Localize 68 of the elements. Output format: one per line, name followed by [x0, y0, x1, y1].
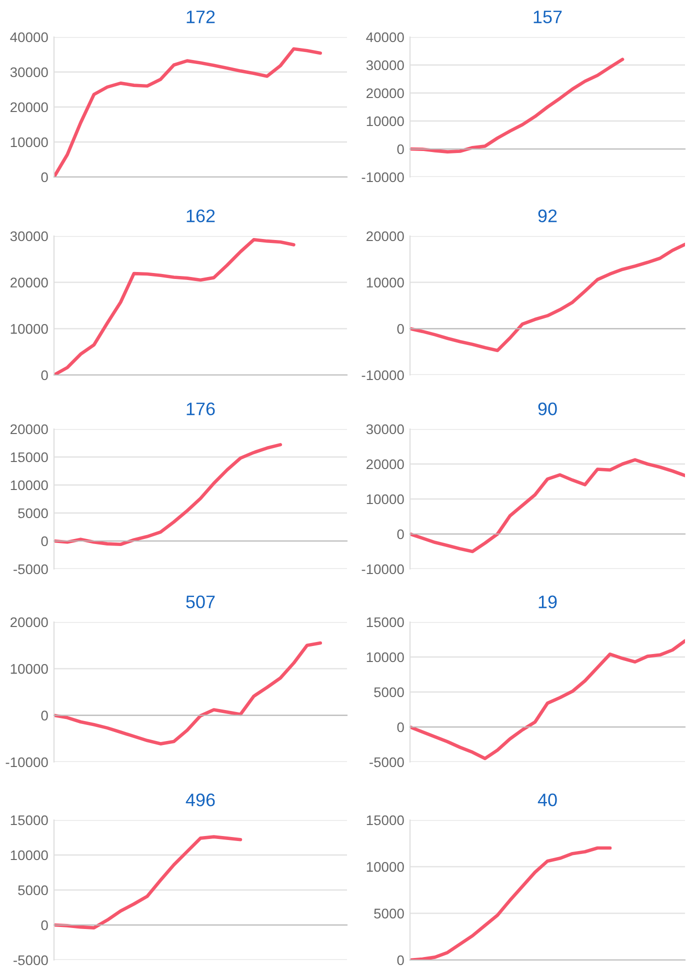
- y-tick-label: 0: [397, 529, 404, 540]
- chart-title: 172: [186, 10, 215, 24]
- y-tick-label: 10000: [366, 116, 404, 126]
- y-tick-label: 5000: [18, 885, 48, 896]
- y-tick-label: 0: [397, 722, 404, 732]
- line-series: [410, 242, 685, 352]
- y-tick-label: 0: [41, 920, 48, 930]
- y-tick-label: 20000: [10, 424, 48, 434]
- y-tick-label: 15000: [366, 815, 404, 826]
- y-tick-label: 10000: [366, 278, 404, 288]
- line-series: [54, 641, 322, 746]
- y-tick-label: 0: [41, 536, 48, 546]
- y-tick-label: 10000: [366, 862, 404, 872]
- y-tick-label: 5000: [18, 508, 48, 518]
- y-tick-label: 0: [41, 370, 48, 380]
- chart-title: 162: [186, 210, 215, 222]
- y-tick-label: 0: [41, 710, 48, 721]
- chart-title: 507: [186, 596, 215, 608]
- line-series: [54, 238, 296, 375]
- chart-title: 90: [538, 402, 557, 416]
- y-tick-label: 10000: [10, 850, 48, 860]
- y-tick-label: 10000: [366, 652, 404, 662]
- y-tick-label: 5000: [374, 908, 404, 919]
- chart-title: 176: [186, 402, 215, 416]
- y-tick-label: 15000: [10, 815, 48, 826]
- y-tick-label: -5000: [14, 564, 48, 574]
- y-tick-label: 20000: [366, 88, 404, 98]
- y-tick-label: 10000: [10, 480, 48, 490]
- y-tick-label: -10000: [362, 172, 404, 182]
- y-tick-label: 10000: [10, 137, 48, 148]
- y-tick-label: 0: [397, 144, 404, 154]
- y-tick-label: 15000: [10, 452, 48, 462]
- y-tick-label: -5000: [14, 955, 48, 966]
- y-tick-label: 40000: [10, 32, 48, 42]
- chart-title: 19: [538, 596, 557, 608]
- chart-title: 496: [186, 794, 215, 806]
- y-tick-label: 40000: [366, 32, 404, 42]
- y-tick-label: 0: [397, 955, 404, 966]
- y-tick-label: 20000: [366, 231, 404, 242]
- y-tick-label: 20000: [10, 278, 48, 288]
- y-tick-label: 20000: [10, 102, 48, 112]
- y-tick-label: 0: [41, 172, 48, 182]
- y-tick-label: 20000: [366, 459, 404, 470]
- line-series: [54, 835, 242, 930]
- line-series: [54, 443, 282, 546]
- y-tick-label: -10000: [362, 370, 404, 380]
- chart-title: 157: [534, 10, 562, 24]
- chart-title: 40: [538, 794, 557, 806]
- y-tick-label: 10000: [366, 494, 404, 504]
- y-tick-label: 0: [397, 324, 404, 334]
- y-tick-label: -10000: [362, 564, 404, 574]
- chart-title: 92: [538, 210, 557, 222]
- y-tick-label: 15000: [366, 617, 404, 628]
- y-tick-label: 10000: [10, 324, 48, 334]
- y-tick-label: -5000: [370, 757, 404, 768]
- y-tick-label: 20000: [10, 617, 48, 628]
- y-tick-label: 30000: [10, 67, 48, 78]
- line-series: [410, 639, 685, 760]
- y-tick-label: 30000: [366, 424, 404, 434]
- y-tick-label: 30000: [10, 231, 48, 242]
- line-series: [410, 458, 685, 554]
- line-series: [54, 47, 322, 177]
- y-tick-label: 5000: [374, 687, 404, 698]
- line-series: [410, 58, 624, 154]
- line-series: [410, 846, 612, 960]
- y-tick-label: 30000: [366, 60, 404, 70]
- y-tick-label: -10000: [6, 757, 48, 768]
- y-tick-label: 10000: [10, 664, 48, 674]
